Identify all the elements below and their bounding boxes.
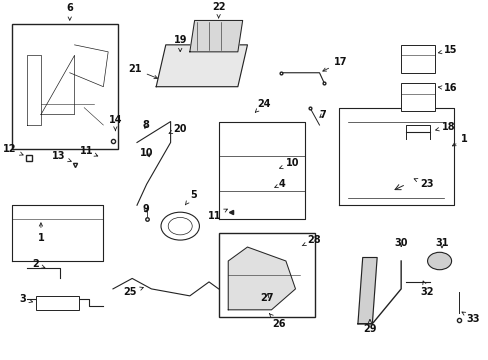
Circle shape [427, 252, 450, 270]
Text: 15: 15 [437, 45, 457, 55]
Text: 14: 14 [108, 115, 122, 131]
Text: 25: 25 [123, 287, 143, 297]
Text: 11: 11 [80, 146, 98, 156]
Bar [12, 24, 118, 149]
Text: 2: 2 [32, 260, 45, 270]
Text: 19: 19 [173, 35, 186, 51]
Text: 13: 13 [51, 152, 71, 162]
Circle shape [168, 217, 192, 235]
Text: 8: 8 [142, 120, 149, 130]
Text: 29: 29 [363, 319, 376, 334]
Text: 22: 22 [211, 2, 225, 18]
Text: 7: 7 [319, 109, 325, 120]
Text: 16: 16 [437, 84, 457, 94]
Bar [400, 45, 434, 73]
Polygon shape [228, 247, 295, 310]
Text: 20: 20 [169, 123, 186, 134]
Text: 10: 10 [279, 158, 299, 169]
Text: 32: 32 [420, 281, 433, 297]
Polygon shape [189, 21, 242, 52]
Text: 26: 26 [269, 314, 285, 329]
Text: 1: 1 [38, 223, 44, 243]
Bar [218, 233, 314, 317]
Text: 1: 1 [451, 134, 467, 146]
Text: 5: 5 [185, 190, 196, 205]
Bar [36, 296, 79, 310]
Text: 10: 10 [140, 148, 154, 158]
Text: 24: 24 [255, 99, 270, 112]
Text: 33: 33 [461, 312, 479, 324]
Text: 3: 3 [20, 294, 33, 304]
Text: 28: 28 [302, 235, 321, 246]
Text: 21: 21 [128, 64, 157, 78]
Circle shape [161, 212, 199, 240]
Text: 9: 9 [142, 204, 149, 214]
Polygon shape [357, 257, 376, 324]
Text: 4: 4 [274, 179, 285, 189]
Text: 17: 17 [322, 57, 346, 71]
Text: 31: 31 [434, 238, 448, 248]
Text: 12: 12 [3, 144, 23, 155]
Text: 30: 30 [394, 238, 407, 248]
Text: 23: 23 [413, 179, 433, 189]
Bar [400, 83, 434, 111]
Text: 11: 11 [207, 209, 227, 221]
Text: 18: 18 [435, 122, 455, 132]
Polygon shape [156, 45, 247, 87]
Text: 6: 6 [66, 4, 73, 20]
Text: 27: 27 [260, 293, 273, 303]
